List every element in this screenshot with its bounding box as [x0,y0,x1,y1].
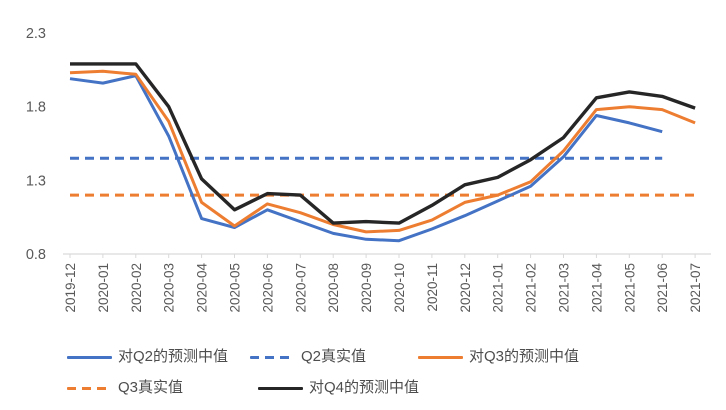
legend-solid-line-sample [258,386,303,390]
x-axis-label: 2020-09 [359,263,374,313]
legend-label: Q2真实值 [301,348,367,365]
x-axis-label: 2020-04 [195,263,210,313]
x-axis-label: 2021-02 [524,263,539,313]
x-axis-label: 2020-10 [392,263,407,313]
y-axis-label: 1.8 [26,100,46,116]
x-axis-label: 2020-11 [425,263,440,312]
legend-item-q2-forecast-median: 对Q2的预测中值 [67,348,228,366]
x-axis-label: 2021-01 [491,263,506,313]
x-axis-label: 2019-12 [63,263,78,313]
legend-label: Q3真实值 [118,379,184,396]
y-axis-label: 0.8 [26,247,46,263]
x-axis-label: 2020-01 [96,263,111,313]
legend-dashed-line-sample [67,386,112,390]
legend-item-q3-actual: Q3真实值 [67,379,183,397]
x-axis-label: 2020-07 [293,263,308,313]
x-axis-label: 2020-05 [228,263,243,313]
x-axis-label: 2021-05 [622,263,637,313]
legend-item-q3-forecast-median: 对Q3的预测中值 [418,348,579,366]
legend-item-q2-actual: Q2真实值 [250,348,366,366]
series-line-q3-forecast-median [69,69,696,234]
x-axis-label: 2020-02 [129,263,144,313]
legend-solid-line-sample [418,355,463,359]
x-axis-label: 2021-07 [688,263,703,313]
series-line-q2-forecast-median [69,74,663,243]
x-axis-label: 2020-08 [326,263,341,313]
legend-label: 对Q2的预测中值 [118,348,229,365]
legend-label: 对Q4的预测中值 [309,379,420,396]
y-axis-label: 1.3 [26,173,46,189]
x-axis-label: 2021-06 [655,263,670,313]
legend-solid-line-sample [67,355,112,359]
legend-dashed-line-sample [250,355,295,359]
legend-label: 对Q3的预测中值 [469,348,580,365]
series-line-q4-forecast-median [70,62,696,225]
x-axis-label: 2020-12 [458,263,473,313]
x-axis-label: 2020-03 [162,263,177,313]
x-axis-label: 2021-04 [589,263,604,313]
x-axis-label: 2021-03 [557,263,572,313]
legend-item-q4-forecast-median: 对Q4的预测中值 [258,379,419,397]
x-axis-label: 2020-06 [260,263,275,313]
y-axis-label: 2.3 [26,26,46,42]
